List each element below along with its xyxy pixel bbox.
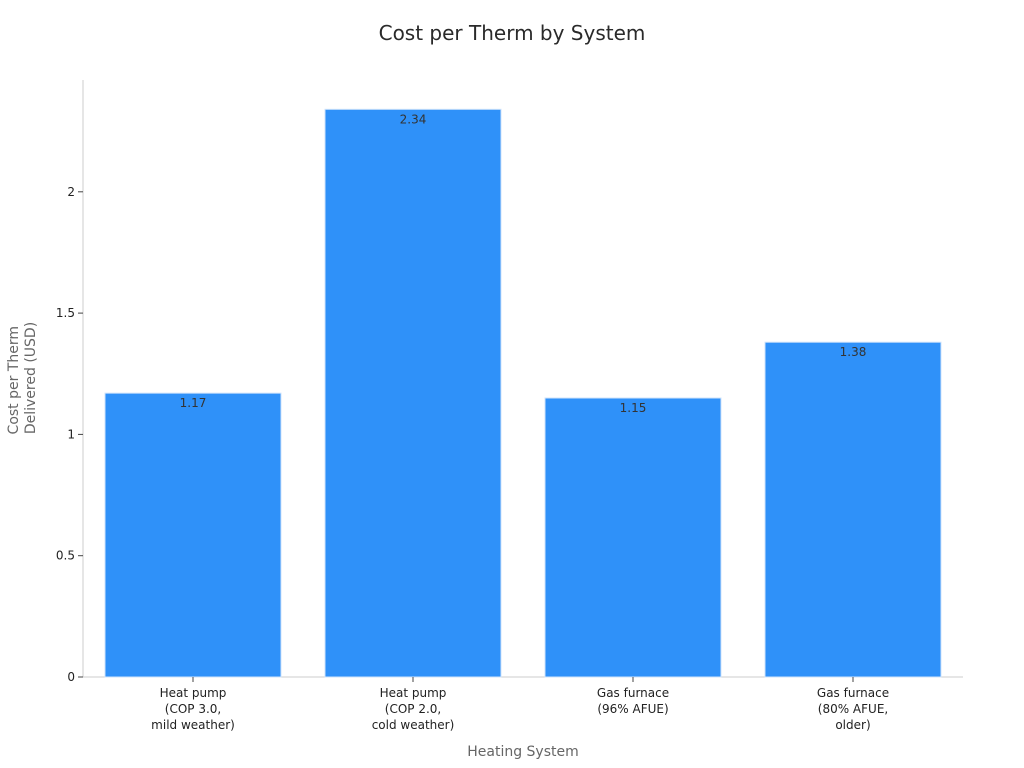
x-tick-label-line: (80% AFUE, bbox=[818, 702, 888, 716]
x-ticks: Heat pump (COP 3.0, mild weather)Heat pump… bbox=[151, 677, 889, 732]
x-tick-label-line: (COP 2.0, bbox=[385, 702, 441, 716]
chart-title: Cost per Therm by System bbox=[379, 21, 646, 45]
x-tick-label: Heat pump (COP 2.0, cold weather) bbox=[372, 686, 455, 732]
y-tick-label: 2 bbox=[67, 185, 75, 199]
y-tick-label: 0 bbox=[67, 670, 75, 684]
x-tick-label-line: Heat pump bbox=[160, 686, 227, 700]
x-tick-label: Gas furnace (80% AFUE, older) bbox=[817, 686, 889, 732]
x-tick-label-line: mild weather) bbox=[151, 718, 235, 732]
x-tick-label-line: Heat pump bbox=[380, 686, 447, 700]
bar-data-label: 2.34 bbox=[400, 112, 427, 126]
bars: 1.17 2.34 1.15 1.38 bbox=[104, 108, 942, 678]
x-tick-label-line: Gas furnace bbox=[597, 686, 669, 700]
bar-data-label: 1.17 bbox=[180, 396, 207, 410]
bar-data-label: 1.15 bbox=[620, 401, 647, 415]
y-axis-label-line: Cost per Therm bbox=[6, 326, 22, 434]
y-tick-label: 1.5 bbox=[56, 306, 75, 320]
x-tick-label-line: cold weather) bbox=[372, 718, 455, 732]
bar-data-label: 1.38 bbox=[840, 345, 867, 359]
x-tick-label-line: (COP 3.0, bbox=[165, 702, 221, 716]
x-tick-label: Heat pump (COP 3.0, mild weather) bbox=[151, 686, 235, 732]
x-tick-label: Gas furnace (96% AFUE) bbox=[597, 686, 669, 716]
svg-text:Cost per Therm Delivered: Cost per Therm Delivered (USD) bbox=[6, 322, 39, 435]
bar bbox=[104, 392, 282, 678]
y-tick-label: 1 bbox=[67, 427, 75, 441]
x-tick-label-line: older) bbox=[835, 718, 870, 732]
x-tick-label-line: (96% AFUE) bbox=[597, 702, 668, 716]
bar bbox=[324, 108, 502, 678]
y-ticks: 0 0.5 1 1.5 2 bbox=[56, 185, 83, 684]
y-axis-label: Cost per Therm Delivered (USD) bbox=[6, 322, 39, 435]
x-tick-label-line: Gas furnace bbox=[817, 686, 889, 700]
bar bbox=[544, 397, 722, 678]
x-axis-label: Heating System bbox=[467, 744, 579, 760]
y-tick-label: 0.5 bbox=[56, 549, 75, 563]
bar bbox=[764, 341, 942, 678]
y-axis-label-line: Delivered (USD) bbox=[23, 322, 39, 434]
